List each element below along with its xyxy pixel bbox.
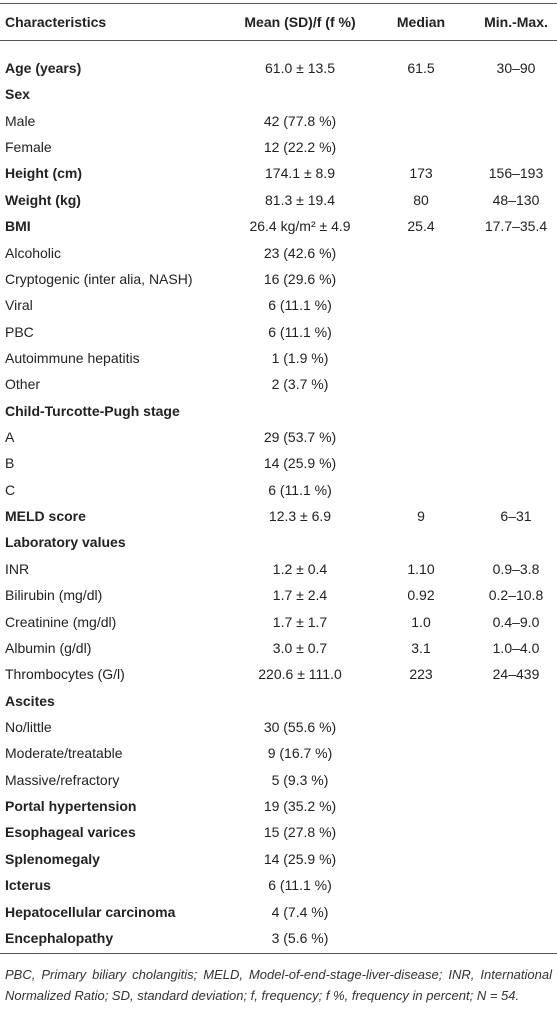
table-cell: 15 (27.8 %): [263, 824, 337, 841]
table-cell: 2 (3.7 %): [271, 376, 329, 393]
row-label: Female: [5, 139, 52, 156]
table-cell: 3 (5.6 %): [271, 929, 329, 946]
table-cell: 42 (77.8 %): [263, 112, 337, 129]
table-cell: 9: [417, 508, 425, 525]
header-cell: Median: [396, 14, 446, 30]
row-label: Splenomegaly: [5, 850, 100, 867]
table-cell: 61.0 ± 13.5: [265, 60, 335, 76]
row-label: Other: [5, 376, 41, 393]
table-cell: 4 (7.4 %): [271, 903, 329, 920]
table-cell: 48–130: [492, 191, 540, 208]
row-label: PBC: [5, 323, 34, 340]
row-label: Height (cm): [5, 165, 82, 182]
table-cell: 30 (55.6 %): [263, 719, 337, 735]
row-label: Esophageal varices: [5, 824, 136, 841]
table-cell: 12 (22.2 %): [263, 139, 337, 156]
table-cell: 1.7 ± 1.7: [272, 613, 328, 630]
table-cell: 29 (53.7 %): [263, 429, 337, 446]
row-label: Weight (kg): [5, 191, 81, 208]
table-cell: 6 (11.1 %): [268, 481, 332, 498]
table-cell: 1.2 ± 0.4: [272, 560, 328, 577]
table-cell: 174.1 ± 8.9: [265, 165, 335, 182]
table-cell: 12.3 ± 6.9: [268, 508, 332, 525]
row-label: Albumin (g/dl): [5, 639, 92, 656]
header-cell: Min.-Max.: [484, 14, 548, 30]
table-cell: 14 (25.9 %): [263, 850, 337, 867]
header-rule: [0, 40, 557, 41]
row-label: Cryptogenic (inter alia, NASH): [5, 270, 193, 287]
table-cell: 3.0 ± 0.7: [272, 639, 328, 656]
table-cell: 26.4 kg/m² ± 4.9: [249, 218, 351, 235]
row-label: Autoimmune hepatitis: [5, 349, 140, 366]
row-label: Ascites: [5, 692, 55, 709]
row-label: INR: [5, 560, 30, 577]
row-label: BMI: [5, 218, 31, 235]
table-cell: 17.7–35.4: [484, 218, 548, 235]
table-cell: 0.2–10.8: [488, 587, 544, 604]
row-label: Laboratory values: [5, 534, 126, 551]
table-cell: 1 (1.9 %): [271, 349, 329, 366]
table-cell: 61.5: [407, 60, 435, 76]
table-cell: 19 (35.2 %): [263, 798, 337, 815]
row-label: Alcoholic: [5, 244, 62, 261]
table-cell: 6 (11.1 %): [268, 877, 332, 894]
table-cell: 173: [409, 165, 433, 182]
row-label: Age (years): [5, 60, 82, 76]
table-cell: 14 (25.9 %): [263, 455, 337, 472]
footnote: PBC, Primary biliary cholangitis; MELD, …: [5, 967, 552, 1003]
top-rule: [0, 3, 557, 4]
table-cell: 220.6 ± 111.0: [258, 666, 342, 683]
row-label: Hepatocellular carcinoma: [5, 903, 176, 920]
table-cell: 5 (9.3 %): [271, 771, 329, 788]
row-label: C: [5, 481, 16, 498]
table-cell: 3.1: [411, 639, 431, 656]
table-cell: 6 (11.1 %): [268, 323, 332, 340]
row-label: Massive/refractory: [5, 771, 120, 788]
row-label: MELD score: [5, 508, 86, 525]
table-cell: 25.4: [407, 218, 435, 235]
table-cell: 30–90: [496, 60, 536, 76]
table-cell: 16 (29.6 %): [263, 270, 337, 287]
table-cell: 6–31: [500, 508, 532, 525]
row-label: A: [5, 429, 15, 446]
table-cell: 0.9–3.8: [492, 560, 540, 577]
row-label: Viral: [5, 297, 33, 314]
table-cell: 81.3 ± 19.4: [265, 191, 335, 208]
table-cell: 1.0: [411, 613, 431, 630]
row-label: Creatinine (mg/dl): [5, 613, 117, 630]
row-label: Portal hypertension: [5, 798, 137, 815]
table-cell: 6 (11.1 %): [268, 297, 332, 314]
table-cell: 156–193: [488, 165, 544, 182]
header-cell: Characteristics: [5, 14, 107, 30]
bottom-rule: [0, 953, 557, 954]
table-cell: 9 (16.7 %): [267, 745, 333, 762]
table-cell: 0.4–9.0: [492, 613, 540, 630]
table-cell: 0.92: [407, 587, 435, 604]
row-label: Male: [5, 112, 36, 129]
row-label: Encephalopathy: [5, 929, 114, 946]
row-label: Thrombocytes (G/l): [5, 666, 125, 683]
header-cell: Mean (SD)/f (f %): [244, 14, 356, 30]
table-cell: 1.7 ± 2.4: [272, 587, 328, 604]
row-label: Moderate/treatable: [5, 745, 123, 762]
table-cell: 23 (42.6 %): [263, 244, 337, 261]
row-label: Sex: [5, 86, 30, 103]
table-cell: 1.10: [407, 560, 435, 577]
table-cell: 24–439: [492, 666, 540, 683]
row-label: Bilirubin (mg/dl): [5, 587, 103, 604]
table-cell: 1.0–4.0: [492, 639, 540, 656]
row-label: Child-Turcotte-Pugh stage: [5, 402, 180, 419]
row-label: Icterus: [5, 877, 51, 894]
row-label: B: [5, 455, 15, 472]
row-label: No/little: [5, 719, 52, 735]
table-cell: 80: [413, 191, 429, 208]
table-cell: 223: [409, 666, 433, 683]
